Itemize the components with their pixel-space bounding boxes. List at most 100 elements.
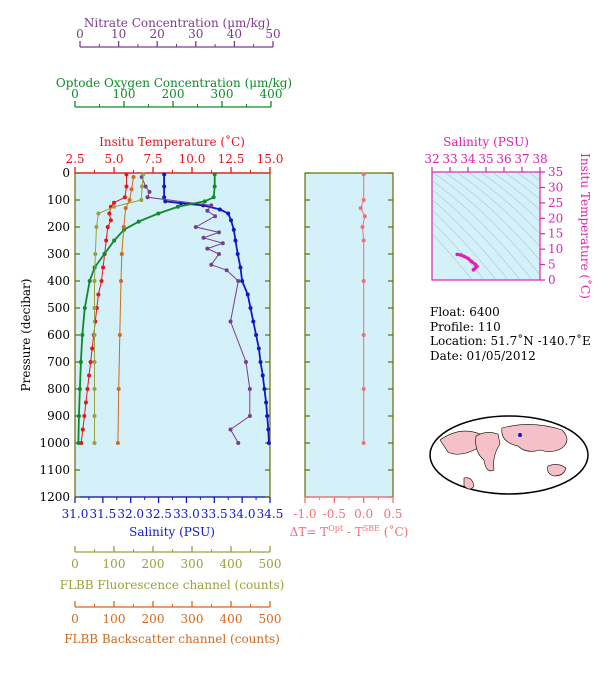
temperature-data-point (79, 441, 84, 445)
salinity-data-point (162, 172, 167, 177)
oxygen-data-point (156, 211, 161, 216)
deltaT-tick-label: 0.0 (354, 507, 373, 521)
density-contour (515, 172, 540, 190)
oxygen-axis-title: Optode Oxygen Concentration (μm/kg) (56, 76, 292, 90)
deltaT-tick-label: -1.0 (293, 507, 316, 521)
nitrate-data-point (247, 387, 252, 391)
pressure-axis-title: Pressure (decibar) (19, 279, 33, 392)
oxygen-data-point (212, 184, 217, 189)
nitrate-data-point (220, 241, 225, 246)
temperature-tick-label: 2.5 (65, 152, 84, 166)
ts-temperature-title: Insitu Temperature (˚C) (578, 153, 593, 299)
oxygen-data-point (112, 238, 117, 243)
density-contour (503, 172, 540, 200)
backscatter-series-line (117, 177, 134, 444)
deltaT-data-point (360, 225, 365, 229)
nitrate-data-point (247, 414, 252, 418)
nitrate-data-point (236, 441, 241, 445)
density-contour (479, 172, 540, 222)
oxygen-data-point (202, 199, 207, 204)
backscatter-data-point (131, 175, 136, 180)
salinity-axis: 31.0 31.5 32.0 32.5 33.0 33.5 34.0 34.5 (62, 496, 284, 521)
ts-point (466, 256, 470, 261)
salinity-data-point (162, 195, 167, 200)
salinity-tick-label: 34.5 (257, 507, 284, 521)
temperature-data-point (88, 360, 93, 364)
salinity-data-point (163, 199, 168, 204)
backscatter-tick-label: 500 (259, 612, 282, 626)
fluorescence-tick-label: 0 (71, 557, 79, 571)
backscatter-data-point (119, 252, 124, 256)
nitrate-data-point (201, 235, 206, 240)
series-layer (76, 172, 367, 445)
deltaT-data-point (358, 206, 363, 211)
ts-temperature-tick-label: 10 (548, 242, 563, 256)
deltaT-data-point (361, 279, 366, 283)
oxygen-tick-label: 200 (162, 87, 185, 101)
salinity-data-point (229, 218, 233, 223)
ts-salinity-tick-label: 36 (496, 152, 511, 166)
temperature-data-point (83, 400, 88, 405)
salinity-data-point (217, 207, 222, 212)
location: Location: 51.7˚N -140.7˚E (430, 334, 591, 348)
backscatter-data-point (127, 198, 132, 202)
pressure-tick-label: 200 (47, 220, 70, 234)
backscatter-tick-label: 200 (142, 612, 165, 626)
deltaT-data-point (361, 198, 366, 202)
temperature-tick-label: 12.5 (218, 152, 245, 166)
deltaT-tick-label: 0.5 (383, 507, 402, 521)
salinity-axis-title: Salinity (PSU) (129, 525, 215, 539)
nitrate-data-point (145, 195, 150, 200)
ts-temperature-tick-label: 35 (548, 165, 563, 179)
nitrate-tick-label: 40 (227, 27, 242, 41)
float-id: Float: 6400 (430, 305, 500, 319)
salinity-data-point (238, 265, 243, 270)
nitrate-data-point (209, 203, 214, 208)
temperature-tick-label: 15.0 (257, 152, 284, 166)
salinity-data-point (256, 346, 261, 351)
ts-salinity-tick-label: 38 (532, 152, 547, 166)
nitrate-data-point (213, 214, 218, 219)
temperature-data-point (108, 218, 113, 223)
pressure-tick-label: 900 (47, 409, 70, 423)
nitrate-tick-label: 10 (111, 27, 126, 41)
oxygen-data-point (78, 360, 83, 364)
density-contour (455, 172, 540, 248)
salinity-data-point (265, 414, 270, 418)
temperature-data-point (93, 319, 98, 324)
pressure-tick-label: 1200 (39, 490, 70, 504)
deltaT-data-point (361, 238, 366, 243)
temperature-data-point (90, 346, 95, 351)
temperature-data-point (112, 200, 116, 205)
salinity-tick-label: 32.5 (145, 507, 172, 521)
salinity-tick-label: 33.0 (173, 507, 200, 521)
deltaT-panel (304, 172, 394, 498)
temperature-tick-label: 5.0 (104, 152, 123, 166)
temperature-data-point (101, 265, 106, 270)
ts-point (471, 268, 476, 272)
fluorescence-data-point (139, 198, 144, 202)
backscatter-axis-title: FLBB Backscatter channel (counts) (64, 632, 280, 646)
nitrate-data-point (147, 189, 152, 194)
backscatter-tick-label: 400 (220, 612, 243, 626)
ts-density-contours (432, 172, 540, 280)
oxygen-data-point (77, 387, 82, 391)
deltaT-data-point (361, 172, 366, 177)
backscatter-data-point (117, 333, 122, 337)
pressure-tick-label: 1000 (39, 436, 70, 450)
density-contour (432, 221, 485, 280)
pressure-tick-label: 800 (47, 382, 70, 396)
fluorescence-data-point (112, 204, 116, 209)
salinity-tick-label: 33.5 (201, 507, 228, 521)
ts-point (462, 254, 467, 259)
ts-salinity-tick-label: 33 (442, 152, 457, 166)
backscatter-data-point (119, 279, 124, 283)
pressure-tick-label: 300 (47, 247, 70, 261)
nitrate-axis: 0 10 20 30 40 50 (76, 27, 281, 48)
nitrate-series-line (141, 176, 251, 444)
oxygen-data-point (175, 204, 180, 209)
salinity-data-point (258, 360, 263, 364)
salinity-data-point (245, 292, 250, 297)
fluorescence-data-point (92, 441, 97, 445)
